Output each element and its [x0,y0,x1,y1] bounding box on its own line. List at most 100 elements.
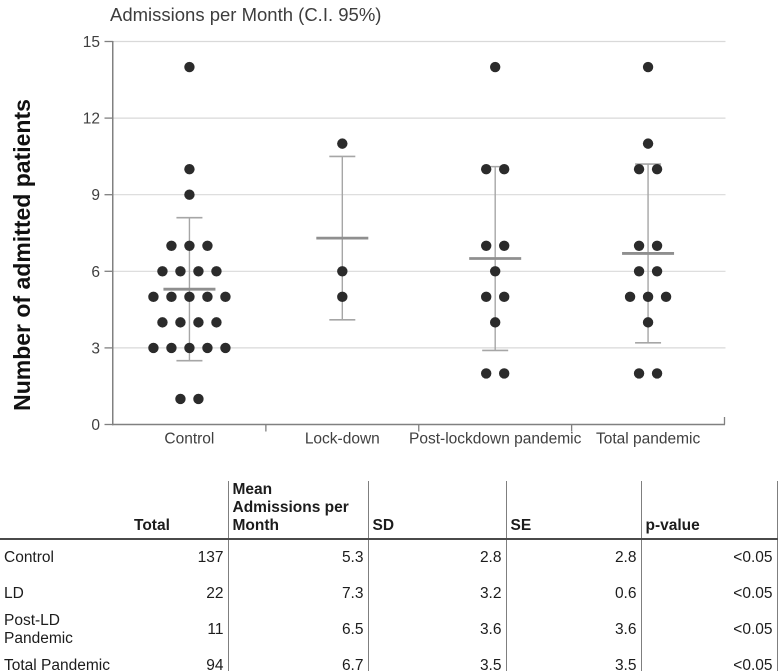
row-label: LD [4,585,24,603]
data-point [633,163,645,175]
data-point [166,342,177,354]
data-point [202,342,213,354]
chart-title: Admissions per Month (C.I. 95%) [110,4,381,25]
cell-mean: 7.3 [227,576,368,613]
cell-total: 94 [206,657,224,671]
data-point [633,240,645,251]
data-point [480,368,492,379]
data-point [220,342,231,354]
data-point [480,163,492,175]
data-point [148,291,159,303]
data-point [489,61,501,73]
data-point [220,291,231,303]
y-tick-6: 6 [91,264,100,281]
cell-se: 3.5 [505,648,641,671]
data-point [175,393,186,405]
header-total: Total [130,481,228,541]
table-row-ld: LD 22 7.3 3.2 0.6 <0.05 [0,576,778,613]
data-point [489,317,501,328]
x-label-lockdown: Lock-down [305,431,380,448]
y-tick-9: 9 [91,187,100,204]
data-point [633,368,645,379]
gridlines [113,40,726,349]
data-point [642,317,654,328]
cell-sd: 3.2 [367,576,506,613]
data-point [498,291,510,303]
data-point [166,240,177,251]
data-point [193,266,204,277]
cell-se: 3.6 [505,612,641,649]
cell-total: 22 [206,585,224,603]
y-tick-0: 0 [91,417,100,434]
cell-total: 137 [197,549,224,567]
x-label-total-pandemic: Total pandemic [596,431,701,448]
data-point [337,266,348,277]
row-label: Total Pandemic [4,657,110,671]
data-series [148,61,675,405]
data-point [480,240,492,251]
cell-sd: 2.8 [367,539,506,577]
cell-p-value: <0.05 [640,576,778,613]
data-point [184,240,195,251]
data-point [193,393,204,405]
header-sd: SD [367,481,506,541]
table-row-total-pandemic: Total Pandemic 94 6.7 3.5 3.5 <0.05 [0,648,778,671]
table-row-control: Control 137 5.3 2.8 2.8 <0.05 [0,539,778,577]
data-point [175,266,186,277]
header-se: SE [505,481,641,541]
data-point [489,266,501,277]
data-point [480,291,492,303]
header-blank [0,481,130,541]
cell-p-value: <0.05 [640,612,778,649]
data-point [633,266,645,277]
axes [104,40,726,432]
table-row-post-ld: Post-LD Pandemic 11 6.5 3.6 3.6 <0.05 [0,612,778,649]
data-point [157,317,168,328]
data-point [651,266,663,277]
data-point [642,291,654,303]
data-point [211,317,222,328]
data-point [184,163,195,175]
y-tick-15: 15 [83,34,100,51]
data-point [642,61,654,73]
cell-p-value: <0.05 [640,648,778,671]
x-label-control: Control [164,431,214,448]
data-point [202,240,213,251]
cell-se: 2.8 [505,539,641,577]
cell-p-value: <0.05 [640,539,778,577]
data-point [651,163,663,175]
row-label: Control [4,549,54,567]
cell-sd: 3.6 [367,612,506,649]
table-header-row: Total Mean Admissions per Month SD SE p-… [0,481,778,541]
data-point [642,138,654,149]
data-point [193,317,204,328]
x-label-post-lockdown: Post-lockdown pandemic [409,431,582,448]
statistics-table: Total Mean Admissions per Month SD SE p-… [0,481,778,671]
y-tick-3: 3 [91,340,100,357]
row-label: Post-LD Pandemic [4,612,73,648]
data-point [337,291,348,303]
data-point [651,368,663,379]
data-point [184,61,195,73]
data-point [211,266,222,277]
data-point [660,291,672,303]
cell-sd: 3.5 [367,648,506,671]
header-p-value: p-value [640,481,778,541]
data-point [184,291,195,303]
data-point [498,240,510,251]
data-point [184,189,195,200]
data-point [157,266,168,277]
data-point [175,317,186,328]
data-point [202,291,213,303]
data-point [184,342,195,354]
data-point [337,138,348,149]
data-point [624,291,636,303]
cell-se: 0.6 [505,576,641,613]
cell-total: 11 [207,621,224,639]
header-mean-admissions: Mean Admissions per Month [227,481,368,541]
data-point [651,240,663,251]
data-point [498,163,510,175]
admissions-dot-plot: Admissions per Month (C.I. 95%) Number o… [9,4,726,448]
data-point [498,368,510,379]
